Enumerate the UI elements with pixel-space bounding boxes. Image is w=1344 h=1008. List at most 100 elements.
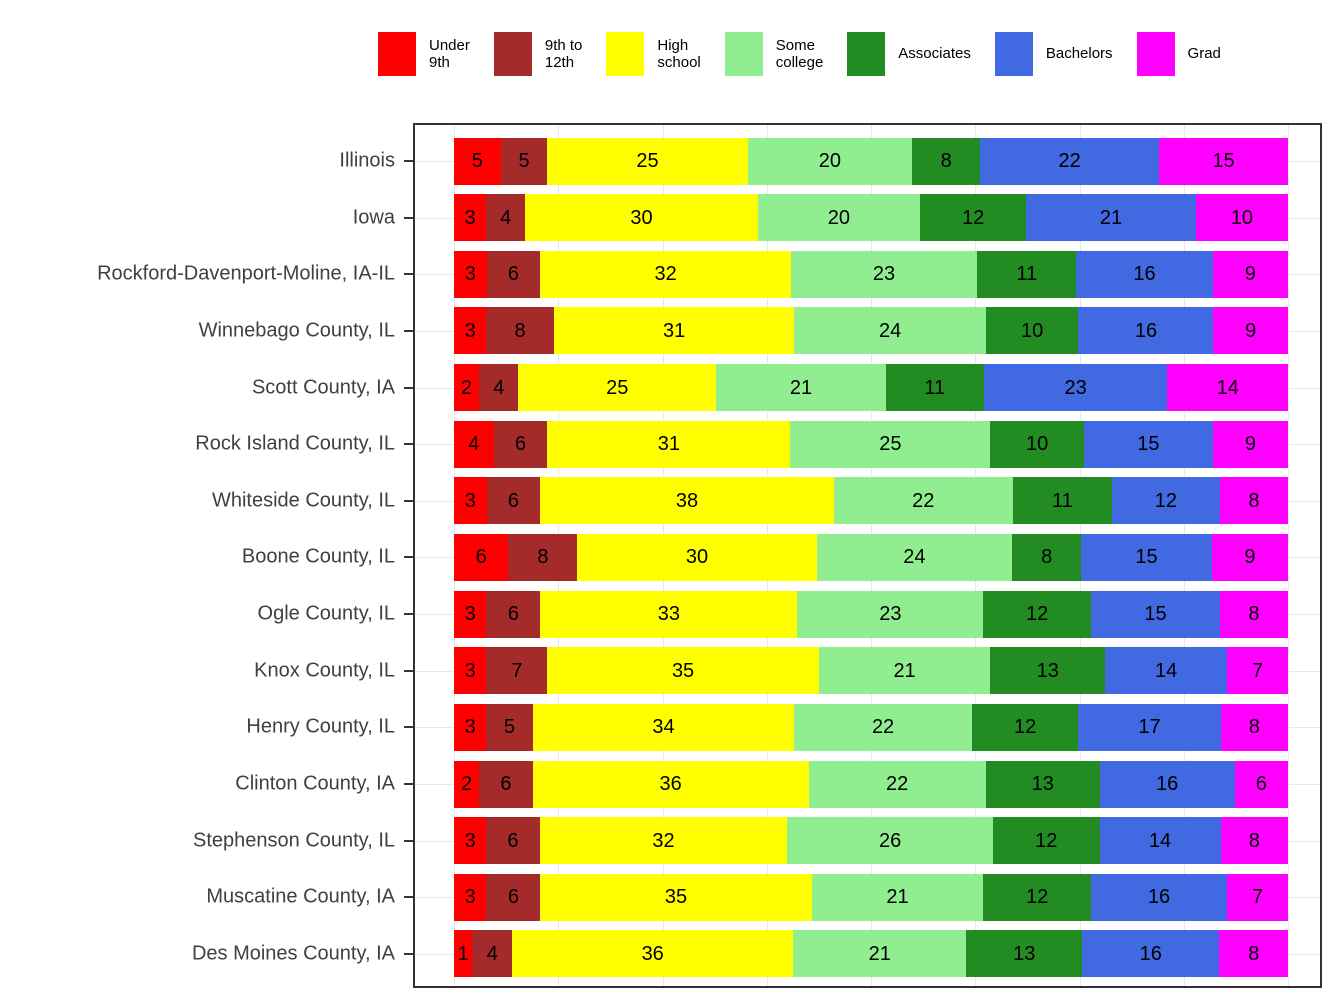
- bar-segment: 17: [1078, 703, 1221, 751]
- bar-value-label: 21: [893, 659, 916, 682]
- bar-segment: 30: [577, 533, 817, 581]
- bar-value-label: 8: [1248, 716, 1260, 739]
- bar-segment: 3: [454, 477, 487, 525]
- bar-value-label: 6: [507, 489, 520, 512]
- bar-segment: 1: [454, 930, 473, 978]
- bar-value-label: 8: [537, 546, 549, 569]
- axis-label: Boone County, IL: [241, 545, 395, 568]
- bar-segment: 22: [980, 137, 1160, 185]
- legend-item: Grad: [1136, 32, 1221, 76]
- bar-value-label: 9: [1244, 433, 1256, 456]
- bar-value-label: 21: [868, 942, 891, 965]
- bar-value-label: 35: [671, 659, 695, 682]
- bar-segment: 24: [816, 533, 1013, 581]
- bar-value-label: 16: [1133, 263, 1156, 286]
- bar-row: 3 4 30 20 12 21 10: [454, 194, 1288, 242]
- bar-value-label: 31: [657, 433, 680, 456]
- bar-value-label: 15: [1144, 603, 1167, 626]
- bar-row: 3 8 31 24 10 16 9: [454, 307, 1288, 355]
- bar-segment: 21: [818, 647, 991, 695]
- bar-segment: 9: [1211, 533, 1288, 581]
- bar-value-label: 4: [500, 206, 512, 229]
- bar-value-label: 7: [1251, 659, 1264, 682]
- bar-row: 2 6 36 22 13 16 6: [454, 760, 1289, 808]
- bar-value-label: 7: [1251, 886, 1264, 909]
- bar-value-label: 9: [1244, 263, 1256, 286]
- bar-segment: 12: [971, 703, 1079, 751]
- bar-segment: 3: [454, 873, 487, 921]
- bar-value-label: 14: [1154, 659, 1178, 682]
- bar-segment: 21: [716, 364, 886, 412]
- bar-segment: 6: [486, 817, 540, 865]
- bar-segment: 9: [1212, 250, 1288, 298]
- bar-segment: 8: [486, 307, 554, 355]
- bar-value-label: 4: [468, 433, 480, 456]
- bar-segment: 22: [808, 760, 986, 808]
- axis-tick: [404, 443, 413, 446]
- bar-value-label: 7: [511, 659, 523, 682]
- bar-value-label: 6: [514, 433, 527, 456]
- bar-segment: 24: [794, 307, 986, 355]
- bar-value-label: 26: [878, 829, 902, 852]
- bar-segment: 6: [486, 477, 541, 525]
- bar-value-label: 25: [606, 376, 629, 399]
- bar-value-label: 34: [652, 716, 675, 739]
- bar-segment: 22: [833, 477, 1013, 525]
- bar-value-label: 4: [486, 942, 498, 965]
- legend-item: 9th to 12th: [493, 32, 582, 76]
- bar-segment: 16: [1076, 250, 1213, 298]
- bar-value-label: 3: [464, 659, 476, 682]
- bar-value-label: 8: [1041, 546, 1053, 569]
- bar-segment: 5: [486, 703, 533, 751]
- bar-segment: 16: [1099, 760, 1235, 808]
- legend-item: High school: [606, 32, 701, 76]
- bar-row: 5 5 25 20 8 22 15: [454, 137, 1289, 185]
- bar-value-label: 5: [471, 150, 483, 172]
- bar-segment: 14: [1099, 817, 1221, 865]
- legend-swatch: [994, 32, 1033, 76]
- bar-segment: 6: [486, 250, 541, 298]
- bar-segment: 21: [1026, 194, 1196, 242]
- bar-row: 3 6 38 22 11 12 8: [454, 477, 1288, 525]
- bar-value-label: 35: [664, 886, 688, 909]
- legend-item: Under 9th: [378, 32, 470, 76]
- bar-value-label: 22: [912, 489, 935, 512]
- axis-tick: [404, 556, 413, 559]
- bar-segment: 7: [1227, 647, 1288, 695]
- axis-label: Iowa: [352, 206, 395, 229]
- bar-value-label: 13: [1036, 659, 1059, 682]
- bar-value-label: 21: [886, 886, 909, 909]
- bar-value-label: 23: [879, 603, 902, 626]
- bar-segment: 36: [532, 760, 809, 808]
- bar-segment: 3: [454, 647, 487, 695]
- axis-label: Henry County, IL: [246, 715, 395, 738]
- bar-value-label: 12: [1154, 489, 1178, 512]
- legend-label: Associates: [898, 45, 971, 63]
- bar-segment: 3: [454, 817, 487, 865]
- bar-segment: 26: [787, 817, 993, 865]
- bar-segment: 12: [983, 873, 1091, 921]
- axis-label: Scott County, IA: [251, 376, 395, 399]
- bar-value-label: 8: [1248, 603, 1260, 626]
- bar-segment: 7: [1227, 873, 1288, 921]
- bar-value-label: 6: [1255, 773, 1267, 796]
- axis-label: Rockford-Davenport-Moline, IA-IL: [97, 262, 395, 285]
- bar-segment: 35: [547, 647, 819, 695]
- bar-row: 3 6 32 23 11 16 9: [454, 250, 1288, 298]
- bar-value-label: 3: [464, 716, 476, 739]
- bar-value-label: 2: [461, 773, 473, 796]
- bar-segment: 4: [472, 930, 513, 978]
- bar-value-label: 3: [464, 886, 476, 909]
- legend-label: Under 9th: [429, 36, 470, 71]
- bar-value-label: 8: [1248, 942, 1260, 965]
- bar-segment: 6: [454, 533, 509, 581]
- bar-value-label: 12: [1026, 603, 1049, 626]
- bar-segment: 13: [990, 647, 1106, 695]
- bar-value-label: 22: [886, 773, 909, 796]
- bar-segment: 4: [454, 420, 494, 468]
- bar-segment: 32: [540, 250, 791, 298]
- legend-label: Bachelors: [1045, 45, 1113, 63]
- bar-segment: 30: [525, 194, 758, 242]
- plot-panel: 5 5 25 20 8 22 15 3 4 30 20 12 21 10 3 6 32 23 11 16 9 3 8 31 24…: [413, 123, 1322, 988]
- bar-value-label: 21: [1099, 206, 1123, 229]
